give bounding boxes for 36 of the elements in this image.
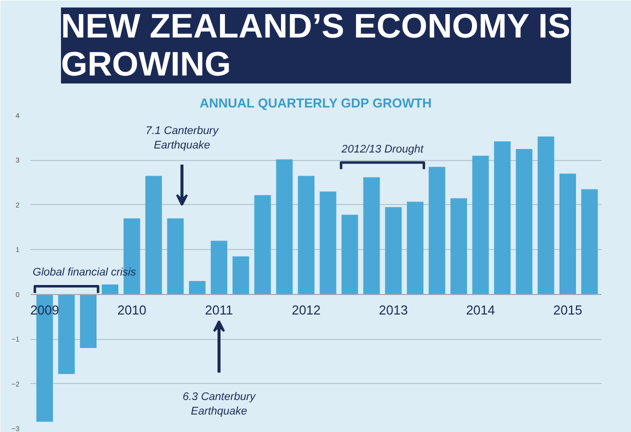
bar <box>320 192 336 294</box>
x-tick-label: 2014 <box>466 302 496 318</box>
chart-title: NEW ZEALAND’S ECONOMY IS GROWING <box>60 8 570 84</box>
bar <box>342 214 358 294</box>
annotation: 6.3 Canterbury Earthquake <box>182 390 257 418</box>
bar <box>559 174 576 294</box>
x-tick-label: 2013 <box>378 302 408 318</box>
bar <box>80 294 97 348</box>
bar <box>298 176 314 294</box>
bar <box>167 218 184 294</box>
bar <box>581 189 598 294</box>
annotation: 7.1 Canterbury Earthquake <box>146 124 220 152</box>
bar <box>538 136 554 294</box>
annotation: Global financial crisis <box>32 266 136 279</box>
bar <box>472 156 489 294</box>
bar <box>516 149 532 294</box>
x-tick-label: 2012 <box>292 302 321 318</box>
bar <box>58 294 75 374</box>
x-tick-label: 2010 <box>117 302 146 318</box>
x-tick-label: 2015 <box>553 302 582 318</box>
bar <box>276 159 293 294</box>
bar <box>450 198 468 294</box>
bar <box>145 176 162 294</box>
bar <box>102 284 118 294</box>
bar <box>406 202 424 294</box>
chart-subtitle: ANNUAL QUARTERLY GDP GROWTH <box>200 96 432 110</box>
bar <box>385 207 402 294</box>
bar <box>363 177 380 294</box>
bar <box>494 141 511 294</box>
bar <box>254 195 271 294</box>
x-tick-label: 2011 <box>205 302 234 318</box>
bar <box>210 240 228 294</box>
annotation: 2012/13 Drought <box>340 144 424 156</box>
bar <box>188 280 206 294</box>
bar <box>428 166 446 294</box>
bar <box>232 256 250 294</box>
